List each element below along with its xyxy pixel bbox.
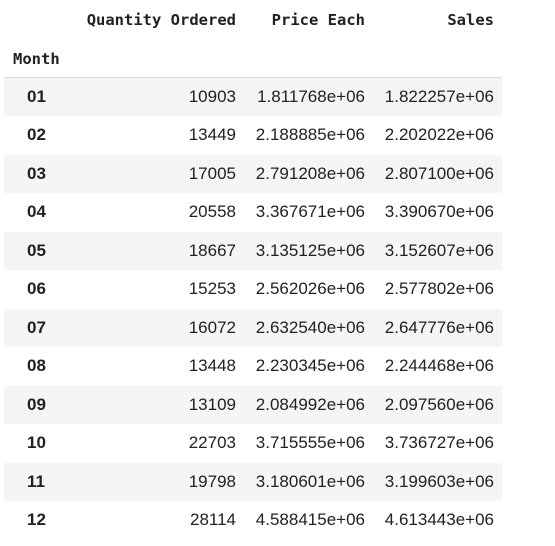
table-row: 12 28114 4.588415e+06 4.613443e+06: [4, 501, 502, 540]
dataframe-output: Quantity Ordered Price Each Sales Month …: [4, 0, 502, 540]
cell-price-each: 2.791208e+06: [255, 163, 365, 183]
cell-sales: 3.152607e+06: [384, 240, 494, 260]
cell-price-each: 2.230345e+06: [255, 356, 365, 376]
table-body: 01 10903 1.811768e+06 1.822257e+06 02 13449 2.…: [4, 77, 502, 540]
table-row: 09 13109 2.084992e+06 2.097560e+06: [4, 385, 502, 424]
table-row: 11 19798 3.180601e+06 3.199603e+06: [4, 462, 502, 501]
cell-price-each: 3.180601e+06: [255, 471, 365, 491]
cell-sales: 2.097560e+06: [384, 394, 494, 414]
cell-sales: 3.736727e+06: [384, 433, 494, 453]
index-name-filler: [373, 40, 502, 78]
table-header: Quantity Ordered Price Each Sales Month: [4, 0, 502, 78]
row-index-month: 06: [27, 279, 46, 299]
cell-price-each: 2.084992e+06: [255, 394, 365, 414]
cell-price-each: 1.811768e+06: [257, 87, 365, 106]
header-corner: [4, 0, 85, 40]
row-index-month: 11: [27, 471, 45, 491]
row-index-month: 04: [27, 202, 46, 222]
cell-quantity-ordered: 13448: [188, 356, 236, 376]
row-index-month: 07: [27, 317, 46, 337]
table-row: 01 10903 1.811768e+06 1.822257e+06: [4, 77, 502, 116]
row-index-month: 05: [27, 240, 46, 260]
table-row: 06 15253 2.562026e+06 2.577802e+06: [4, 270, 502, 309]
table-row: 07 16072 2.632540e+06 2.647776e+06: [4, 308, 502, 347]
table-row: 10 22703 3.715555e+06 3.736727e+06: [4, 424, 502, 463]
cell-sales: 1.822257e+06: [384, 87, 494, 106]
cell-quantity-ordered: 10903: [188, 87, 236, 106]
column-header-price-each: Price Each: [244, 0, 373, 40]
index-name-filler: [85, 40, 244, 78]
cell-price-each: 2.562026e+06: [255, 279, 365, 299]
dataframe-table: Quantity Ordered Price Each Sales Month …: [4, 0, 502, 540]
cell-sales: 3.390670e+06: [384, 202, 494, 222]
row-index-month: 03: [27, 163, 46, 183]
cell-price-each: 3.715555e+06: [255, 433, 365, 453]
row-index-month: 10: [27, 433, 46, 453]
cell-quantity-ordered: 20558: [188, 202, 236, 222]
row-index-month: 09: [27, 394, 46, 414]
cell-quantity-ordered: 18667: [188, 240, 236, 260]
cell-sales: 2.577802e+06: [384, 279, 494, 299]
row-index-month: 08: [27, 356, 46, 376]
cell-sales: 2.244468e+06: [384, 356, 494, 376]
column-header-row: Quantity Ordered Price Each Sales: [4, 0, 502, 40]
index-name-label: Month: [4, 40, 85, 78]
table-row: 04 20558 3.367671e+06 3.390670e+06: [4, 193, 502, 232]
row-index-month: 02: [27, 125, 46, 145]
cell-quantity-ordered: 28114: [189, 510, 236, 530]
cell-quantity-ordered: 13449: [188, 125, 236, 145]
column-header-sales: Sales: [373, 0, 502, 40]
cell-sales: 4.613443e+06: [384, 510, 494, 530]
row-index-month: 12: [27, 510, 46, 530]
cell-quantity-ordered: 22703: [188, 433, 236, 453]
table-row: 05 18667 3.135125e+06 3.152607e+06: [4, 231, 502, 270]
cell-sales: 2.647776e+06: [384, 317, 494, 337]
index-name-filler: [244, 40, 373, 78]
cell-sales: 3.199603e+06: [384, 471, 494, 491]
table-row: 03 17005 2.791208e+06 2.807100e+06: [4, 154, 502, 193]
index-name-row: Month: [4, 40, 502, 78]
cell-sales: 2.807100e+06: [384, 163, 494, 183]
table-row: 08 13448 2.230345e+06 2.244468e+06: [4, 347, 502, 386]
cell-quantity-ordered: 15253: [188, 279, 236, 299]
table-row: 02 13449 2.188885e+06 2.202022e+06: [4, 116, 502, 155]
cell-price-each: 2.188885e+06: [255, 125, 365, 145]
cell-quantity-ordered: 13109: [188, 394, 236, 414]
cell-quantity-ordered: 19798: [188, 471, 236, 491]
cell-price-each: 3.367671e+06: [255, 202, 365, 222]
cell-quantity-ordered: 17005: [188, 163, 236, 183]
cell-price-each: 4.588415e+06: [255, 510, 365, 530]
cell-price-each: 2.632540e+06: [255, 317, 365, 337]
cell-sales: 2.202022e+06: [384, 125, 494, 145]
column-header-quantity-ordered: Quantity Ordered: [85, 0, 244, 40]
cell-quantity-ordered: 16072: [188, 317, 236, 337]
row-index-month: 01: [27, 87, 46, 106]
cell-price-each: 3.135125e+06: [255, 240, 365, 260]
